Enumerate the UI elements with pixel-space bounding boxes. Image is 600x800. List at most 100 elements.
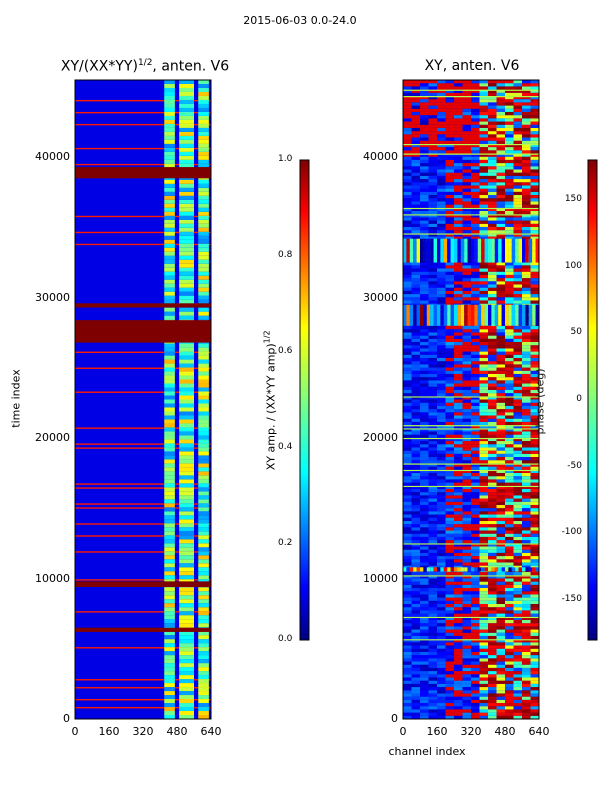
heatmap-cell xyxy=(522,175,531,180)
heatmap-cell xyxy=(513,236,522,240)
heatmap-cell xyxy=(164,471,175,476)
heatmap-cell xyxy=(462,99,471,103)
heatmap-cell xyxy=(428,434,437,438)
heatmap-cell xyxy=(445,472,454,477)
heatmap-cell xyxy=(522,671,531,675)
heatmap-cell xyxy=(411,549,420,553)
heatmap-cell xyxy=(462,463,471,467)
heatmap-cell xyxy=(198,263,209,268)
heatmap-cell xyxy=(513,143,522,148)
heatmap-band xyxy=(515,238,519,263)
heatmap-cell xyxy=(496,623,505,627)
heatmap-cell xyxy=(513,338,522,342)
heatmap-cell xyxy=(505,105,514,109)
heatmap-cell xyxy=(513,434,522,438)
heatmap-cell xyxy=(454,92,463,96)
heatmap-cell xyxy=(403,715,412,719)
heatmap-cell xyxy=(437,709,446,713)
heatmap-cell xyxy=(420,498,429,502)
heatmap-cell xyxy=(198,623,209,628)
heatmap-cell xyxy=(179,671,194,676)
heatmap-cell xyxy=(403,517,412,521)
heatmap-cell xyxy=(522,556,531,560)
heatmap-cell xyxy=(437,715,446,719)
heatmap-cell xyxy=(428,329,437,333)
heatmap-cell xyxy=(496,83,505,87)
heatmap-cell xyxy=(164,603,175,608)
heatmap-cell xyxy=(522,655,531,659)
heatmap-cell xyxy=(198,267,209,272)
heatmap-cell xyxy=(403,262,412,266)
heatmap-cell xyxy=(445,201,454,205)
heatmap-cell xyxy=(479,278,488,282)
heatmap-band xyxy=(505,567,509,572)
heatmap-cell xyxy=(164,543,175,548)
heatmap-cell xyxy=(428,172,437,176)
heatmap-cell xyxy=(496,169,505,173)
heatmap-cell xyxy=(437,80,446,84)
heatmap-cell xyxy=(179,567,194,572)
heatmap-cell xyxy=(411,89,420,93)
heatmap-cell xyxy=(522,667,531,672)
heatmap-cell xyxy=(437,268,446,272)
heatmap-cell xyxy=(462,683,471,688)
heatmap-cell xyxy=(479,581,488,585)
heatmap-cell xyxy=(411,185,420,189)
heatmap-cell xyxy=(403,453,412,458)
heatmap-cell xyxy=(411,370,420,374)
heatmap-cell xyxy=(164,607,175,612)
heatmap-band xyxy=(75,303,211,308)
heatmap-cell xyxy=(488,431,497,435)
heatmap-cell xyxy=(522,108,531,112)
heatmap-cell xyxy=(513,530,522,534)
heatmap-cell xyxy=(179,587,194,592)
heatmap-cell xyxy=(462,137,471,141)
y-tick-label: 0 xyxy=(63,712,70,725)
heatmap-cell xyxy=(505,159,514,164)
heatmap-cell xyxy=(462,594,471,598)
heatmap-cell xyxy=(530,498,539,502)
heatmap-cell xyxy=(471,607,480,611)
heatmap-cell xyxy=(522,690,531,694)
left-title-sup: 1/2 xyxy=(137,58,153,68)
heatmap-cell xyxy=(462,191,471,196)
heatmap-cell xyxy=(198,535,209,540)
heatmap-cell xyxy=(505,492,514,496)
heatmap-band xyxy=(420,567,424,572)
heatmap-cell xyxy=(403,236,412,240)
heatmap-cell xyxy=(471,610,480,614)
heatmap-cell xyxy=(522,153,531,157)
heatmap-cell xyxy=(437,690,446,694)
heatmap-cell xyxy=(496,508,505,512)
heatmap-cell xyxy=(445,166,454,170)
heatmap-cell xyxy=(198,555,209,560)
heatmap-cell xyxy=(198,487,209,492)
heatmap-cell xyxy=(505,140,514,144)
heatmap-cell xyxy=(428,511,437,515)
heatmap-cell xyxy=(505,290,514,295)
heatmap-cell xyxy=(198,391,209,396)
heatmap-cell xyxy=(437,687,446,691)
heatmap-cell xyxy=(198,403,209,408)
heatmap-cell xyxy=(488,428,497,432)
heatmap-cell xyxy=(505,412,514,416)
heatmap-cell xyxy=(164,595,175,600)
heatmap-cell xyxy=(411,626,420,630)
heatmap-cell xyxy=(411,265,420,269)
heatmap-cell xyxy=(437,412,446,416)
heatmap-cell xyxy=(437,584,446,589)
heatmap-band xyxy=(522,567,526,572)
heatmap-cell xyxy=(403,437,539,440)
heatmap-cell xyxy=(454,230,463,234)
heatmap-cell xyxy=(471,434,480,438)
heatmap-cell xyxy=(164,179,175,184)
heatmap-cell xyxy=(437,83,446,87)
heatmap-cell xyxy=(530,648,539,652)
heatmap-cell xyxy=(471,517,480,521)
heatmap-cell xyxy=(471,543,480,547)
heatmap-cell xyxy=(403,393,412,397)
heatmap-band xyxy=(515,567,519,572)
y-tick-label: 40000 xyxy=(363,150,398,164)
heatmap-cell xyxy=(420,268,429,272)
heatmap-cell xyxy=(479,268,488,272)
